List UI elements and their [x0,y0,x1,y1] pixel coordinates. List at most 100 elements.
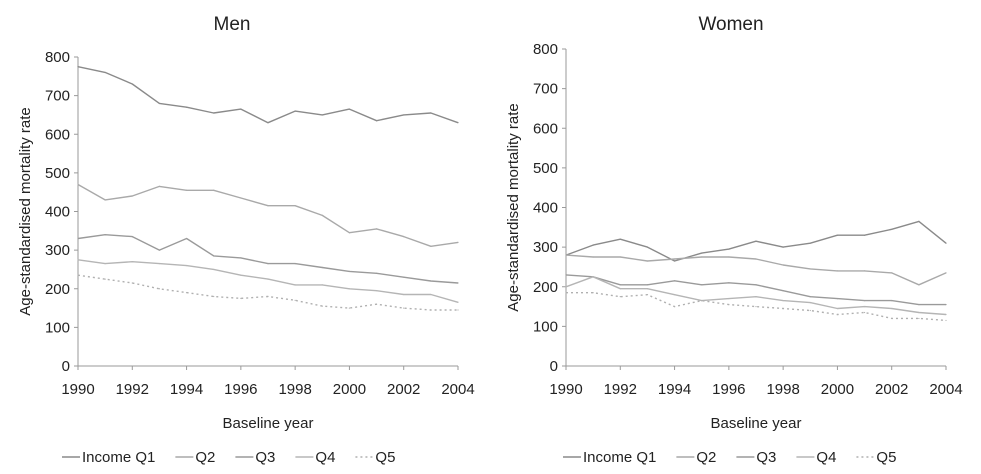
women-data-point [728,248,730,250]
women-series-line-3 [565,274,946,306]
women-y-tick-label: 0 [550,358,558,375]
women-y-tick-label: 200 [533,279,558,296]
women-data-point [646,246,649,248]
men-data-point [131,261,133,263]
men-x-axis-label: Baseline year [223,415,314,432]
men-data-point [321,284,323,286]
women-data-point [755,240,757,242]
men-data-point [403,293,405,296]
women-data-point [918,317,920,320]
men-data-point [294,110,296,112]
women-data-point [592,292,594,294]
men-data-point [267,263,269,265]
men-data-point [213,189,215,191]
men-legend-label-5: Q5 [375,449,395,466]
women-data-point [619,296,621,298]
women-y-axis-label: Age-standardised mortality rate [505,103,522,311]
men-data-point [185,292,188,294]
men-data-point [403,236,405,238]
women-legend-label-5: Q5 [876,449,896,466]
women-data-point [891,317,893,320]
men-y-axis-label: Age-standardised mortality rate [17,107,34,315]
women-data-point [646,288,649,290]
women-data-point [755,284,757,286]
women-data-point [945,313,947,316]
women-legend-label-1: Income Q1 [583,449,656,466]
women-y-tick-label: 400 [533,200,558,217]
men-data-point [348,270,351,272]
women-data-point [836,313,839,316]
women-data-point [755,258,757,260]
women-data-point [701,300,703,302]
men-data-point [158,102,161,104]
women-data-point [945,303,947,306]
women-data-point [619,256,621,258]
men-series-line-1 [77,66,459,124]
men-data-point [131,236,133,238]
women-data-point [918,220,920,222]
women-data-point [646,284,649,286]
women-x-tick-label: 1996 [712,381,745,398]
men-data-point [294,299,296,301]
men-x-tick-label: 2004 [441,381,474,398]
men-x-tick-label: 1996 [224,381,257,398]
men-y-tick-label: 400 [45,204,70,221]
women-data-point [863,300,866,302]
men-data-point [240,108,242,110]
women-legend-label-4: Q4 [816,449,836,466]
women-data-point [863,234,866,236]
women-data-point [565,274,567,276]
men-data-point [375,120,378,122]
women-data-point [592,276,594,278]
men-data-point [240,274,242,276]
women-data-point [728,303,730,306]
men-data-point [375,228,378,230]
women-data-point [673,305,676,308]
men-data-point [348,108,351,110]
men-series-line-2 [77,183,459,248]
men-data-point [430,309,432,311]
women-data-point [565,286,567,288]
men-x-tick-label: 1994 [170,381,203,398]
men-data-point [77,183,79,186]
women-data-point [809,242,811,244]
men-data-point [294,284,296,286]
men-data-point [430,293,432,296]
men-series-line-3 [77,233,459,284]
women-data-point [619,238,621,240]
women-data-point [891,272,893,274]
men-data-point [348,232,351,234]
men-y-tick-label: 600 [45,126,70,143]
men-y-tick-label: 500 [45,165,70,182]
women-data-point [945,242,947,244]
men-data-point [77,237,79,240]
women-y-tick-label: 800 [533,41,558,58]
women-data-point [782,290,784,292]
women-data-point [891,307,893,310]
men-x-tick-label: 2000 [333,381,366,398]
men-y-tick-label: 200 [45,281,70,298]
women-data-point [755,305,757,308]
men-data-point [375,290,378,292]
men-data-point [104,71,106,74]
women-data-point [918,303,920,306]
men-data-point [375,272,378,274]
women-y-tick-label: 700 [533,81,558,98]
women-data-point [782,264,784,266]
women-data-point [945,272,947,274]
women-data-point [891,300,893,302]
women-data-point [809,296,811,298]
women-data-point [836,307,839,310]
women-data-point [836,270,839,272]
women-data-point [809,302,811,304]
men-y-tick-label: 0 [62,358,70,375]
women-data-point [782,307,784,310]
men-data-point [430,245,432,247]
men-data-point [430,280,432,282]
men-legend-label-1: Income Q1 [82,449,155,466]
women-data-point [701,284,703,286]
men-data-point [457,301,459,303]
men-x-tick-label: 1990 [61,381,94,398]
men-data-point [240,197,242,199]
